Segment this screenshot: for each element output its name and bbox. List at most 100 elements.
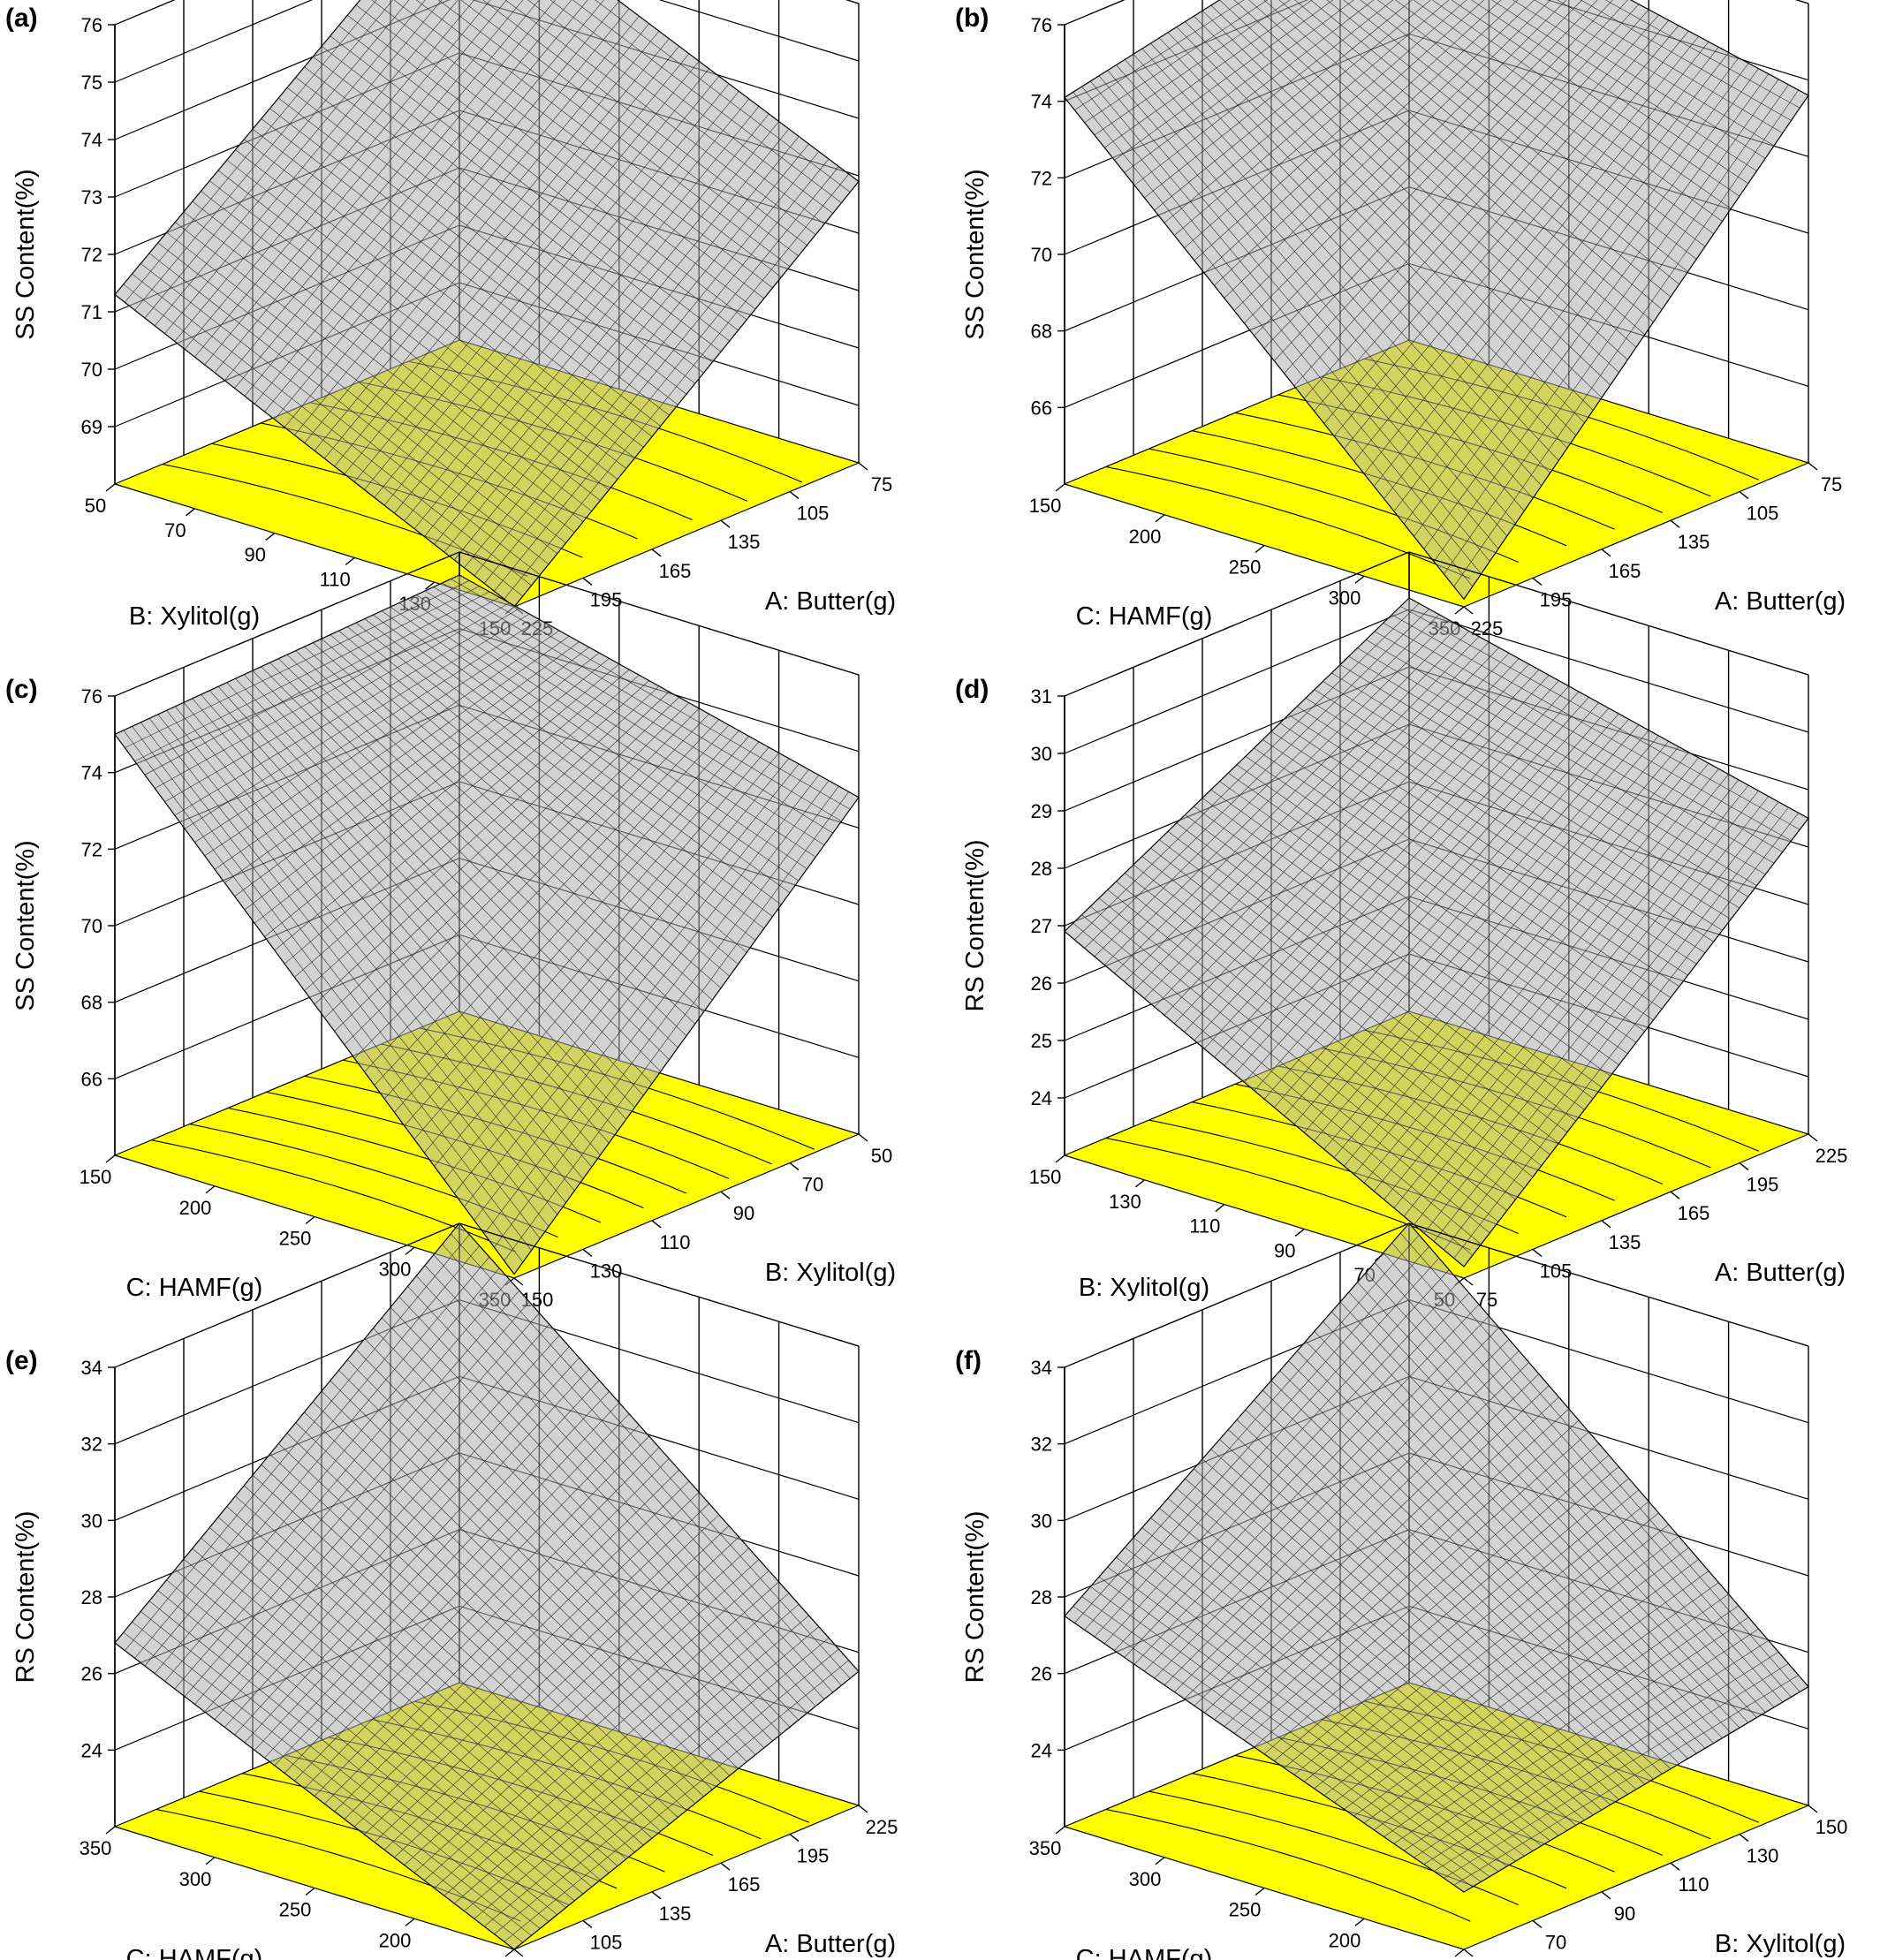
surface-mesh	[1064, 597, 1809, 1268]
left-axis-tick	[305, 1887, 315, 1896]
right-axis-tick	[1739, 1834, 1749, 1843]
left-axis-title: C: HAMF(g)	[126, 1274, 263, 1302]
right-axis-tick	[789, 1834, 800, 1843]
z-tick-label: 69	[81, 416, 102, 438]
right-axis-tick-label: 105	[1747, 503, 1779, 525]
right-axis-tick	[858, 462, 868, 471]
left-axis-tick	[405, 1246, 415, 1255]
left-axis-tick-label: 350	[80, 1837, 112, 1859]
z-tick-label: 66	[1031, 397, 1052, 419]
left-axis-tick-label: 300	[379, 1258, 412, 1280]
left-axis-tick	[205, 1185, 216, 1194]
left-axis-tick-label: 300	[179, 1868, 212, 1890]
left-axis-tick	[1155, 1857, 1165, 1865]
z-tick-label: 25	[1031, 1030, 1052, 1052]
right-axis-tick-label: 165	[659, 560, 692, 582]
surface-plot-c: 6668707274761502002503003501501301109070…	[5, 551, 896, 1311]
z-tick-label: 70	[81, 915, 102, 937]
z-tick-label: 68	[1031, 321, 1052, 343]
left-axis-title: C: HAMF(g)	[1076, 602, 1213, 631]
left-axis-tick-label: 200	[1129, 526, 1162, 548]
surface-mesh	[1064, 1222, 1809, 1893]
right-axis-title: A: Butter(g)	[765, 1930, 896, 1958]
z-tick-label: 32	[1031, 1434, 1052, 1456]
z-tick-label: 26	[1031, 1663, 1052, 1685]
left-axis-tick	[105, 1826, 116, 1835]
wall-gridline-horizontal	[114, 0, 860, 140]
panel-label: (f)	[955, 1346, 982, 1375]
right-axis-tick-label: 165	[1678, 1202, 1710, 1224]
z-tick-label: 73	[81, 186, 102, 208]
z-tick-label: 27	[1031, 915, 1052, 937]
z-tick-label: 68	[81, 992, 102, 1014]
right-axis-tick-label: 90	[733, 1202, 754, 1224]
right-axis-tick-label: 225	[866, 1816, 898, 1838]
left-axis-tick-label: 300	[1329, 586, 1361, 609]
right-axis-tick-label: 195	[1540, 588, 1573, 610]
z-tick-label: 24	[1031, 1739, 1052, 1761]
right-axis-tick-label: 105	[590, 1931, 623, 1953]
z-tick-label: 70	[81, 359, 102, 381]
left-axis-tick-label: 110	[320, 568, 351, 590]
right-axis-tick	[1739, 1162, 1749, 1171]
right-axis-title: A: Butter(g)	[1715, 1259, 1846, 1287]
response-surface	[1064, 0, 1809, 601]
right-axis-tick	[1670, 1191, 1680, 1199]
panel-label: (a)	[5, 4, 38, 33]
left-axis-tick-label: 350	[1029, 1837, 1062, 1859]
z-tick-label: 26	[1031, 972, 1052, 995]
z-tick-label: 76	[1031, 14, 1052, 36]
z-tick-label: 76	[81, 14, 102, 36]
right-axis-tick	[651, 1220, 662, 1229]
left-axis-tick	[345, 556, 355, 565]
left-axis-tick-label: 200	[179, 1197, 212, 1219]
response-surface	[114, 574, 860, 1275]
right-axis-tick	[1670, 519, 1680, 528]
right-axis-tick-label: 150	[1816, 1816, 1848, 1838]
left-axis-tick	[1134, 1179, 1145, 1188]
right-axis-tick	[789, 1162, 800, 1171]
z-tick-label: 28	[81, 1586, 102, 1608]
right-axis-tick	[1532, 1248, 1543, 1257]
left-axis-tick-label: 150	[1029, 1166, 1062, 1188]
right-axis-tick	[1739, 491, 1749, 500]
right-axis-tick	[1463, 1949, 1474, 1957]
z-tick-label: 72	[81, 244, 102, 266]
right-axis-tick	[720, 1862, 731, 1871]
left-axis-tick-label: 250	[279, 1228, 312, 1250]
z-tick-label: 24	[1031, 1087, 1052, 1109]
right-axis-tick-label: 70	[802, 1174, 823, 1196]
right-axis-tick-label: 105	[1540, 1260, 1573, 1282]
z-tick-label: 74	[1031, 91, 1052, 113]
z-tick-label: 30	[81, 1510, 102, 1532]
right-axis-tick	[1601, 549, 1611, 557]
left-axis-tick	[105, 1154, 116, 1163]
z-axis-title: SS Content(%)	[11, 169, 40, 339]
left-axis-tick	[1055, 1154, 1065, 1163]
left-axis-tick-label: 200	[1329, 1929, 1361, 1951]
right-axis-tick-label: 70	[1545, 1931, 1566, 1953]
base-axes: 2426283032343503002502001507510513516519…	[80, 1357, 898, 1957]
right-axis-tick	[651, 549, 662, 557]
z-tick-label: 75	[81, 72, 102, 94]
left-axis-tick-label: 250	[1229, 556, 1262, 579]
z-axis-title: SS Content(%)	[11, 840, 40, 1010]
surface-mesh	[114, 574, 860, 1275]
right-axis-tick	[1463, 606, 1474, 615]
contour-line	[1105, 1808, 1471, 1922]
left-axis-tick	[265, 533, 276, 541]
z-tick-label: 32	[81, 1434, 102, 1456]
wall-gridline-horizontal	[1064, 551, 1809, 697]
right-axis-tick	[1532, 1919, 1543, 1928]
right-axis-tick-label: 110	[1678, 1873, 1709, 1896]
right-axis-tick	[789, 491, 800, 500]
z-tick-label: 29	[1031, 800, 1052, 822]
right-axis-tick	[582, 1248, 593, 1257]
left-axis-tick-label: 70	[164, 519, 186, 541]
right-axis-title: A: Butter(g)	[1715, 587, 1846, 616]
surface-mesh	[114, 1222, 860, 1950]
left-axis-title: C: HAMF(g)	[126, 1945, 263, 1960]
left-axis-tick-label: 90	[245, 544, 266, 566]
left-axis-tick	[1294, 1228, 1305, 1237]
